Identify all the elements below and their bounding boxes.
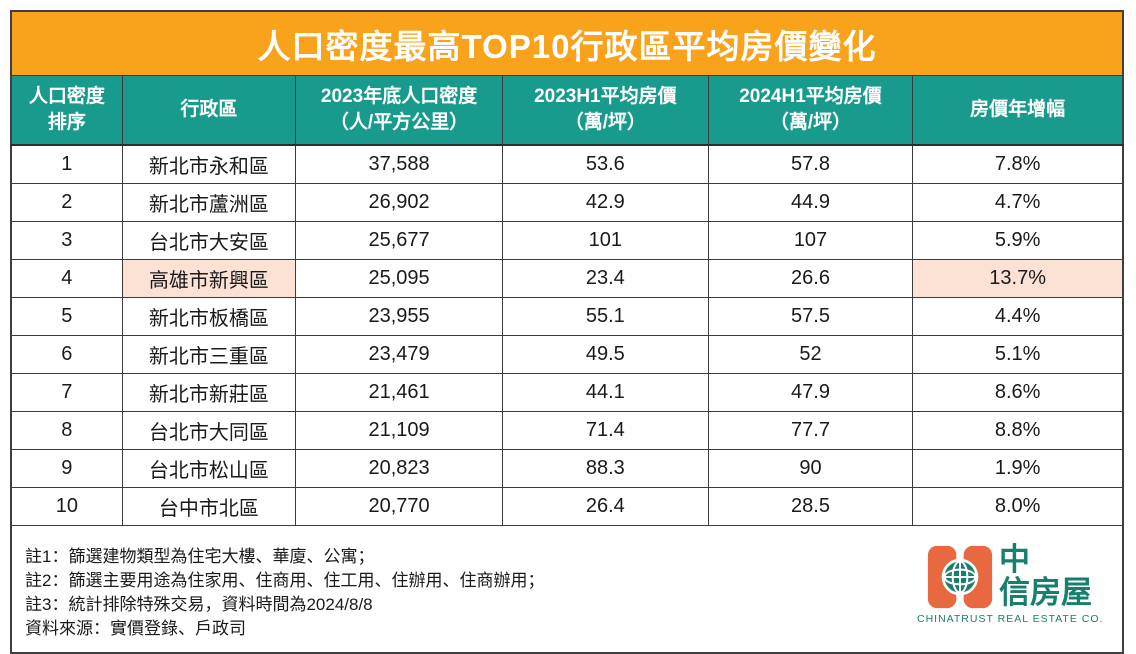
cell-price-2023h1: 71.4 — [501, 411, 709, 450]
cell-density: 21,109 — [295, 411, 503, 450]
cell-density: 23,479 — [295, 335, 503, 374]
cell-density: 20,823 — [295, 449, 503, 488]
cell-price-2023h1: 49.5 — [501, 335, 709, 374]
cell-density: 26,902 — [295, 183, 503, 222]
footnotes: 註1：篩選建物類型為住宅大樓、華廈、公寓； 註2：篩選主要用途為住家用、住商用、… — [13, 537, 1121, 642]
cell-price-2023h1: 26.4 — [501, 487, 709, 526]
header-row: 人口密度 排序 行政區 2023年底人口密度 （人/平方公里） 2023H1平均… — [10, 75, 1124, 146]
table-row: 8 台北市大同區 21,109 71.4 77.7 8.8% — [10, 411, 1124, 450]
cell-district: 新北市永和區 — [121, 144, 297, 184]
cell-district: 台中市北區 — [121, 487, 297, 526]
table-row: 2 新北市蘆洲區 26,902 42.9 44.9 4.7% — [10, 183, 1124, 222]
infographic-table: 人口密度最高TOP10行政區平均房價變化 人口密度 排序 行政區 2023年底人… — [10, 10, 1124, 654]
cell-price-2024h1: 107 — [707, 221, 914, 260]
cell-rank: 5 — [10, 297, 123, 336]
cell-district: 新北市蘆洲區 — [121, 183, 297, 222]
price-change-table: 人口密度最高TOP10行政區平均房價變化 人口密度 排序 行政區 2023年底人… — [10, 10, 1124, 654]
cell-rank: 10 — [10, 487, 123, 526]
cell-price-2024h1: 44.9 — [707, 183, 914, 222]
footnote-2: 註2：篩選主要用途為住家用、住商用、住工用、住辦用、住商辦用； — [25, 570, 545, 590]
col-header-price-2023h1: 2023H1平均房價 （萬/坪） — [501, 75, 709, 146]
table-row: 7 新北市新莊區 21,461 44.1 47.9 8.6% — [10, 373, 1124, 412]
table-row-highlighted: 4 高雄市新興區 25,095 23.4 26.6 13.7% — [10, 259, 1124, 298]
table-row: 5 新北市板橋區 23,955 55.1 57.5 4.4% — [10, 297, 1124, 336]
cell-rank: 8 — [10, 411, 123, 450]
cell-price-2024h1: 52 — [707, 335, 914, 374]
logo-en-text: CHINATRUST REAL ESTATE CO. — [917, 613, 1104, 625]
logo-cn-text: 中 信房屋 — [999, 542, 1092, 610]
cell-price-2023h1: 55.1 — [501, 297, 709, 336]
cell-yoy: 8.8% — [912, 411, 1124, 450]
cell-density: 25,095 — [295, 259, 503, 298]
cell-price-2024h1: 90 — [707, 449, 914, 488]
cell-district-highlighted: 高雄市新興區 — [121, 259, 297, 298]
table-row: 6 新北市三重區 23,479 49.5 52 5.1% — [10, 335, 1124, 374]
cell-district: 新北市板橋區 — [121, 297, 297, 336]
cell-price-2024h1: 26.6 — [707, 259, 914, 298]
cell-rank: 9 — [10, 449, 123, 488]
cell-rank: 7 — [10, 373, 123, 412]
cell-yoy-highlighted: 13.7% — [912, 259, 1124, 298]
cell-density: 25,677 — [295, 221, 503, 260]
cell-price-2024h1: 47.9 — [707, 373, 914, 412]
cell-yoy: 8.6% — [912, 373, 1124, 412]
cell-price-2023h1: 23.4 — [501, 259, 709, 298]
col-header-yoy: 房價年增幅 — [912, 75, 1124, 146]
cell-district: 新北市三重區 — [121, 335, 297, 374]
cell-rank: 3 — [10, 221, 123, 260]
cell-district: 台北市大同區 — [121, 411, 297, 450]
cell-price-2024h1: 57.5 — [707, 297, 914, 336]
col-header-price-2024h1: 2024H1平均房價 （萬/坪） — [707, 75, 914, 146]
cell-rank: 1 — [10, 144, 123, 184]
cell-price-2023h1: 53.6 — [501, 144, 709, 184]
col-header-density: 2023年底人口密度 （人/平方公里） — [295, 75, 503, 146]
cell-yoy: 8.0% — [912, 487, 1124, 526]
cell-density: 21,461 — [295, 373, 503, 412]
cell-yoy: 5.1% — [912, 335, 1124, 374]
cell-price-2024h1: 77.7 — [707, 411, 914, 450]
table-row: 10 台中市北區 20,770 26.4 28.5 8.0% — [10, 487, 1124, 526]
cell-yoy: 4.4% — [912, 297, 1124, 336]
cell-price-2024h1: 57.8 — [707, 144, 914, 184]
cell-yoy: 4.7% — [912, 183, 1124, 222]
chinatrust-logo: 中 信房屋 CHINATRUST REAL ESTATE CO. — [917, 544, 1102, 625]
cell-district: 新北市新莊區 — [121, 373, 297, 412]
footer-row: 註1：篩選建物類型為住宅大樓、華廈、公寓； 註2：篩選主要用途為住家用、住商用、… — [10, 525, 1124, 654]
page-title: 人口密度最高TOP10行政區平均房價變化 — [10, 10, 1124, 76]
cell-yoy: 7.8% — [912, 144, 1124, 184]
cell-price-2024h1: 28.5 — [707, 487, 914, 526]
chinatrust-globe-icon — [927, 545, 993, 609]
cell-rank: 6 — [10, 335, 123, 374]
title-row: 人口密度最高TOP10行政區平均房價變化 — [10, 10, 1124, 76]
cell-district: 台北市大安區 — [121, 221, 297, 260]
col-header-rank: 人口密度 排序 — [10, 75, 123, 146]
cell-district: 台北市松山區 — [121, 449, 297, 488]
cell-price-2023h1: 42.9 — [501, 183, 709, 222]
table-row: 3 台北市大安區 25,677 101 107 5.9% — [10, 221, 1124, 260]
cell-density: 23,955 — [295, 297, 503, 336]
cell-density: 37,588 — [295, 144, 503, 184]
table-row: 1 新北市永和區 37,588 53.6 57.8 7.8% — [10, 144, 1124, 184]
cell-rank: 4 — [10, 259, 123, 298]
cell-rank: 2 — [10, 183, 123, 222]
cell-price-2023h1: 88.3 — [501, 449, 709, 488]
footnote-1: 註1：篩選建物類型為住宅大樓、華廈、公寓； — [25, 546, 375, 566]
col-header-district: 行政區 — [121, 75, 297, 146]
cell-price-2023h1: 101 — [501, 221, 709, 260]
cell-yoy: 5.9% — [912, 221, 1124, 260]
table-row: 9 台北市松山區 20,823 88.3 90 1.9% — [10, 449, 1124, 488]
footnote-3: 註3：統計排除特殊交易，資料時間為2024/8/8 — [25, 595, 373, 614]
cell-yoy: 1.9% — [912, 449, 1124, 488]
cell-price-2023h1: 44.1 — [501, 373, 709, 412]
data-source: 資料來源：實價登錄、戶政司 — [25, 619, 246, 639]
cell-density: 20,770 — [295, 487, 503, 526]
